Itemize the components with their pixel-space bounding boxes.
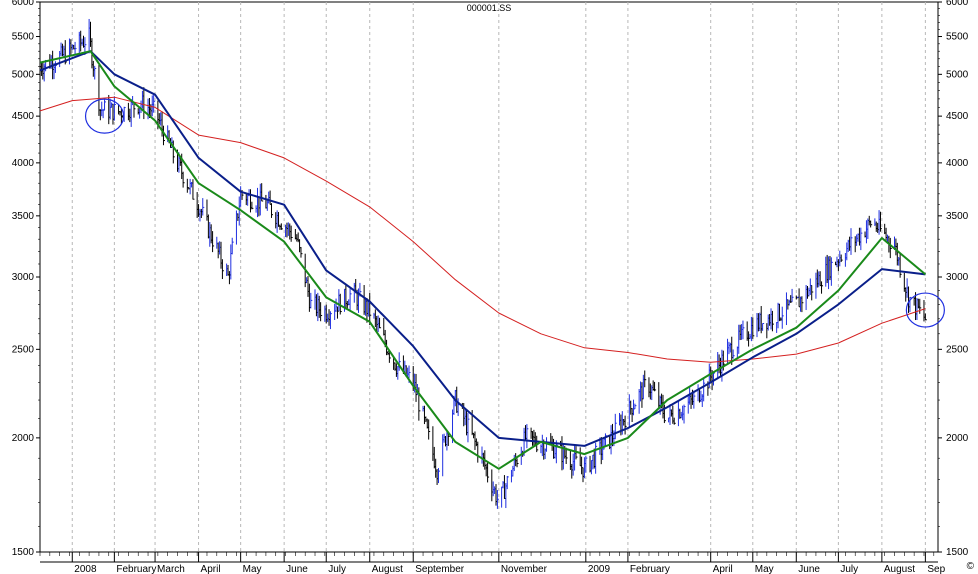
x-tick-label: April xyxy=(713,564,733,574)
y-tick-label-left: 3000 xyxy=(12,272,35,283)
y-tick-label-left: 2500 xyxy=(12,344,35,355)
x-tick-label: April xyxy=(201,564,221,574)
y-tick-label-left: 3500 xyxy=(12,211,35,222)
x-tick-label: March xyxy=(157,564,185,574)
y-tick-label-left: 4000 xyxy=(12,158,35,169)
y-tick-label-left: 1500 xyxy=(12,547,35,558)
y-tick-label-right: 1500 xyxy=(946,547,969,558)
x-tick-label: Sep xyxy=(927,564,945,574)
plot-frame xyxy=(39,1,939,553)
y-axis: 1500 1500 2000 2000 2500 2500 3000 3000 3500 3500… xyxy=(12,0,969,558)
x-tick-label: May xyxy=(755,564,774,574)
x-tick-label: August xyxy=(884,564,915,574)
y-tick-label-right: 5000 xyxy=(946,69,969,80)
x-tick-label: June xyxy=(286,564,308,574)
grid-lines xyxy=(71,2,926,552)
x-tick-label: February xyxy=(116,564,156,574)
y-tick-label-right: 5500 xyxy=(946,32,969,43)
y-tick-label-right: 2000 xyxy=(946,433,969,444)
x-tick-label: June xyxy=(798,564,820,574)
y-tick-label-right: 4000 xyxy=(946,158,969,169)
y-tick-label-left: 5000 xyxy=(12,69,35,80)
y-tick-label-left: 2000 xyxy=(12,433,35,444)
annotation-circle xyxy=(84,98,125,134)
price-bars xyxy=(39,18,927,509)
x-tick-label: 2009 xyxy=(588,564,611,574)
x-tick-label: July xyxy=(840,564,858,574)
y-tick-label-right: 6000 xyxy=(946,0,969,8)
x-tick-label: July xyxy=(328,564,346,574)
y-tick-label-left: 5500 xyxy=(12,32,35,43)
y-tick-label-left: 4500 xyxy=(12,111,35,122)
copyright-icon: © xyxy=(966,561,974,572)
y-tick-label-right: 2500 xyxy=(946,344,969,355)
y-tick-label-right: 3000 xyxy=(946,272,969,283)
x-tick-label: August xyxy=(372,564,403,574)
x-tick-label: September xyxy=(415,564,465,574)
x-tick-label: 2008 xyxy=(74,564,97,574)
annotation-circle xyxy=(905,292,945,328)
x-tick-label: February xyxy=(630,564,670,574)
x-tick-label: May xyxy=(243,564,262,574)
moving-average-short-line xyxy=(39,50,927,470)
moving-average-long-line xyxy=(39,96,926,363)
chart-title: 000001.SS xyxy=(466,3,512,13)
moving-average-mid-line xyxy=(39,50,926,447)
y-tick-label-right: 4500 xyxy=(946,111,969,122)
x-tick-labels: 2008 February March April May June July August S… xyxy=(39,552,946,574)
y-tick-label-right: 3500 xyxy=(946,211,969,222)
y-tick-label-left: 6000 xyxy=(12,0,35,8)
x-tick-label: November xyxy=(501,564,548,574)
